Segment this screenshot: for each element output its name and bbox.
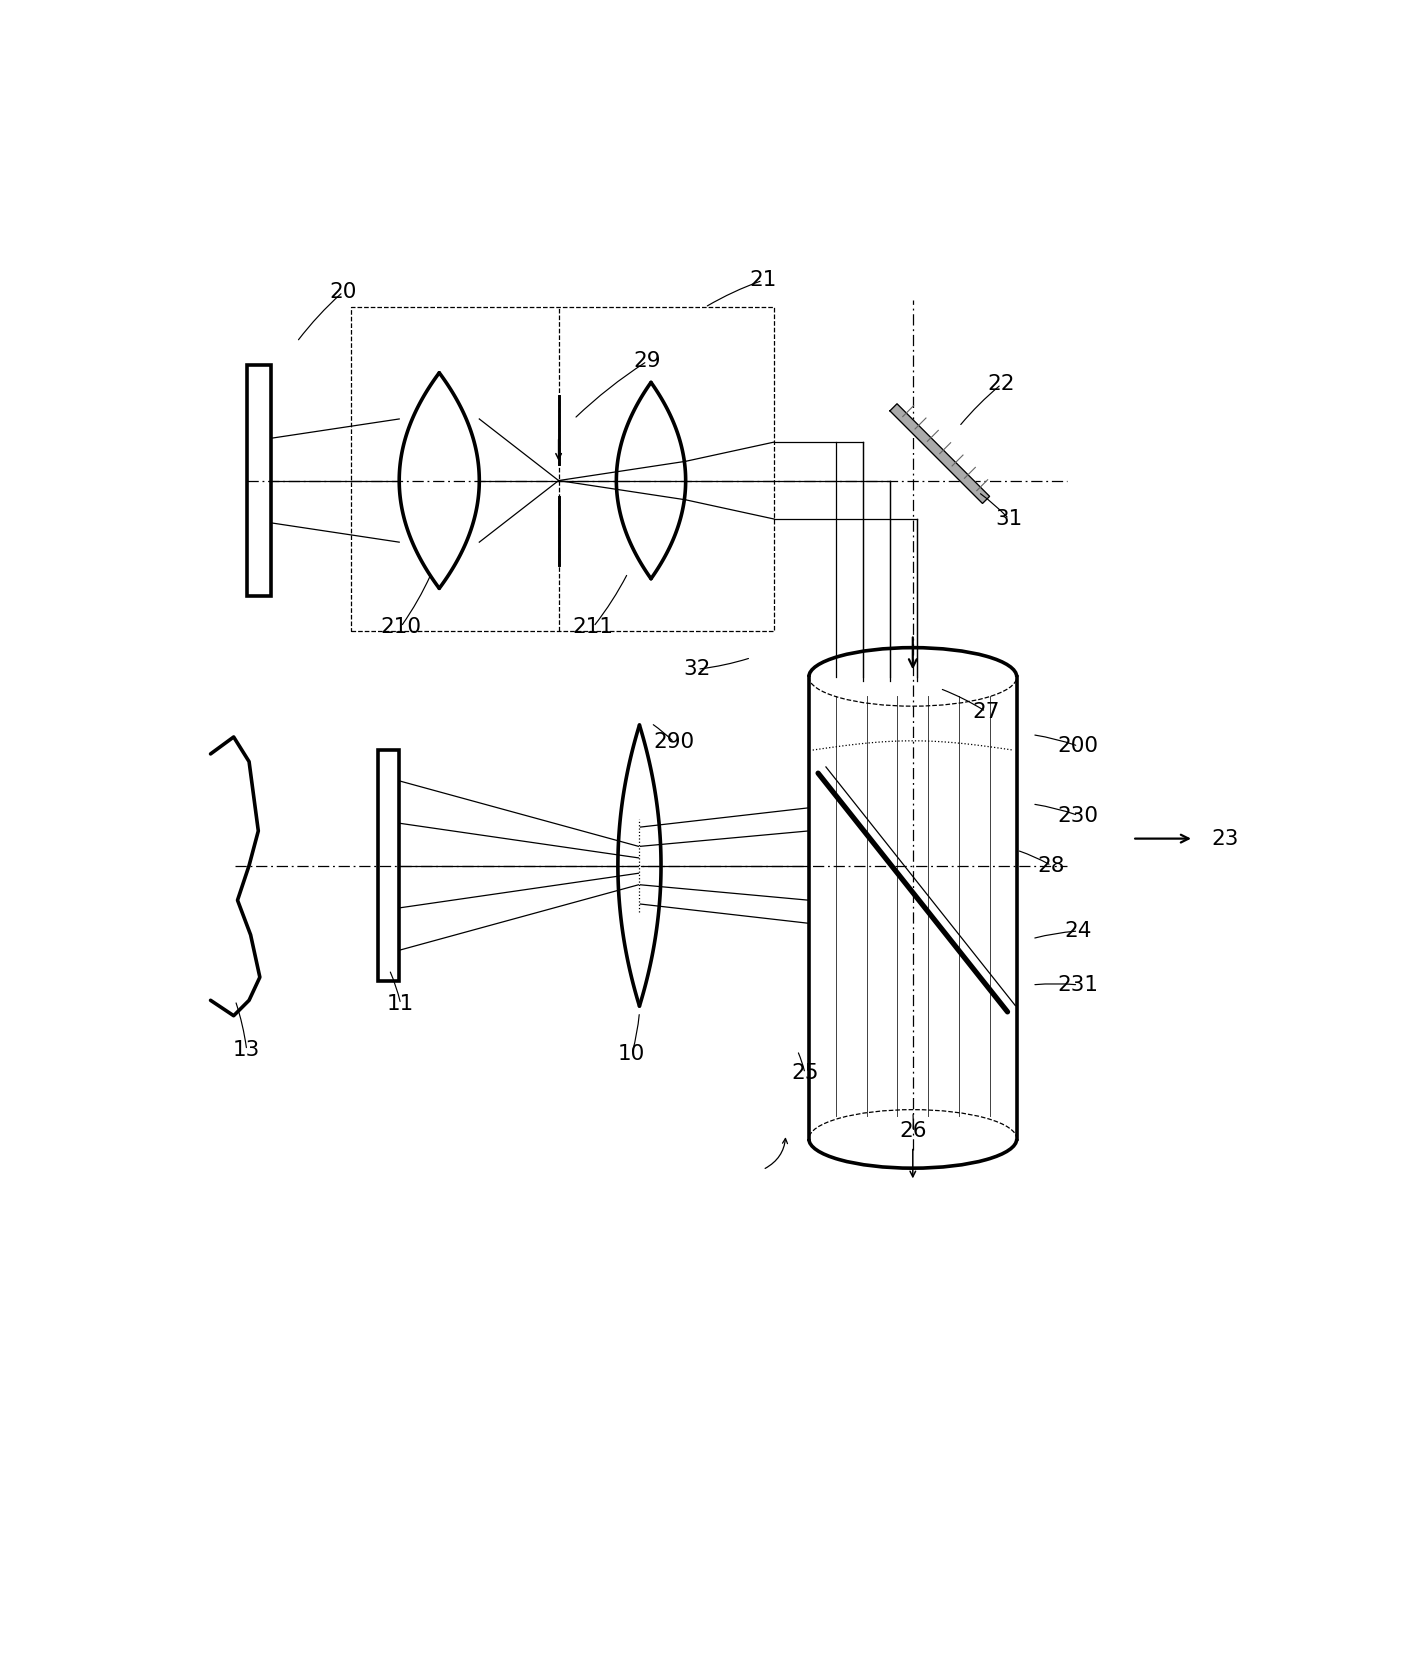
Bar (247, 366, 272, 596)
Text: 230: 230 (1058, 806, 1099, 826)
Text: 231: 231 (1058, 975, 1099, 995)
Bar (378, 749, 400, 981)
Polygon shape (890, 404, 990, 504)
Text: 210: 210 (380, 618, 421, 638)
Text: 13: 13 (233, 1040, 260, 1060)
Text: 26: 26 (899, 1122, 927, 1142)
Text: 27: 27 (973, 701, 1000, 721)
Text: 21: 21 (749, 270, 776, 290)
Text: 31: 31 (995, 509, 1022, 529)
Text: 22: 22 (988, 374, 1015, 394)
Bar (351, 307, 774, 631)
Text: 200: 200 (1058, 736, 1099, 756)
Text: 23: 23 (1212, 828, 1239, 848)
Text: 29: 29 (633, 350, 661, 371)
Text: 10: 10 (619, 1045, 646, 1065)
Text: 28: 28 (1038, 856, 1065, 876)
Text: 32: 32 (684, 659, 711, 679)
Text: 290: 290 (654, 733, 695, 753)
Text: 24: 24 (1065, 921, 1092, 941)
Text: 211: 211 (573, 618, 614, 638)
Text: 25: 25 (791, 1063, 819, 1083)
Text: 20: 20 (330, 282, 357, 302)
Text: 11: 11 (387, 995, 414, 1015)
